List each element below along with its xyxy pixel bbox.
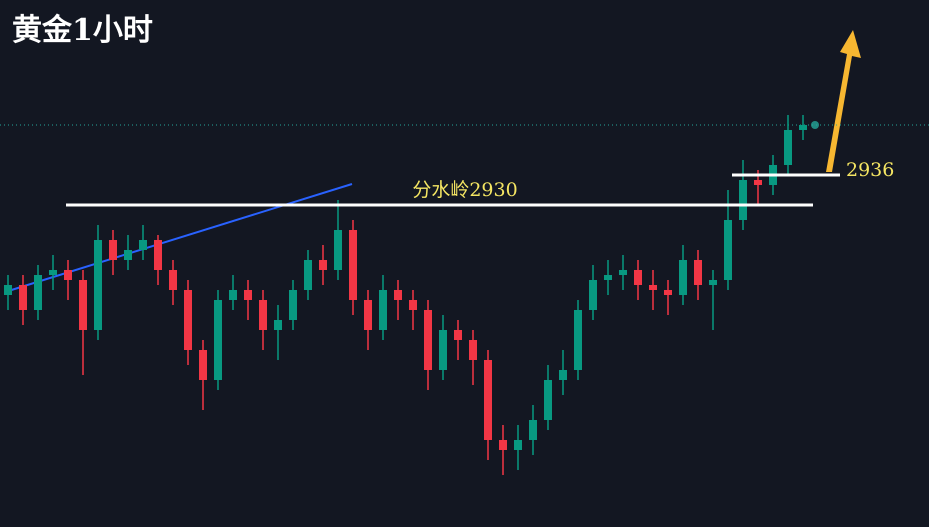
candle-body	[439, 330, 447, 370]
candle-body	[484, 360, 492, 440]
candle-body	[679, 260, 687, 295]
candle-body	[574, 310, 582, 370]
candle-body	[109, 240, 117, 260]
candle-body	[334, 230, 342, 270]
candle-body	[154, 240, 162, 270]
candle-body	[304, 260, 312, 290]
candle-body	[664, 290, 672, 295]
candle-body	[274, 320, 282, 330]
candle-body	[499, 440, 507, 450]
candle-body	[694, 260, 702, 285]
candle-body	[19, 285, 27, 310]
candle-body	[184, 290, 192, 350]
candle-body	[634, 270, 642, 285]
candle-body	[139, 240, 147, 250]
candle-body	[544, 380, 552, 420]
candle-body	[724, 220, 732, 280]
candle-body	[469, 340, 477, 360]
candle-body	[214, 300, 222, 380]
candle-body	[619, 270, 627, 275]
candle-body	[559, 370, 567, 380]
candle-body	[49, 270, 57, 275]
candle-body	[754, 180, 762, 185]
last-price-dot	[811, 121, 819, 129]
candle-body	[4, 285, 12, 295]
candle-body	[319, 260, 327, 270]
candle-body	[379, 290, 387, 330]
chart-title: 黄金1小时	[12, 13, 153, 48]
candle-body	[34, 275, 42, 310]
level-label: 2936	[846, 159, 894, 181]
candle-body	[709, 280, 717, 285]
candle-body	[589, 280, 597, 310]
candle-body	[514, 440, 522, 450]
candle-body	[94, 240, 102, 330]
candle-body	[79, 280, 87, 330]
candle-body	[604, 275, 612, 280]
candle-body	[289, 290, 297, 320]
candle-body	[349, 230, 357, 300]
candle-body	[454, 330, 462, 340]
candle-body	[409, 300, 417, 310]
candle-body	[229, 290, 237, 300]
level-label: 分水岭2930	[412, 179, 517, 201]
candle-body	[199, 350, 207, 380]
candle-body	[64, 270, 72, 280]
candle-body	[739, 180, 747, 220]
candle-body	[649, 285, 657, 290]
candle-body	[244, 290, 252, 300]
candle-body	[799, 125, 807, 130]
candle-body	[424, 310, 432, 370]
candle-body	[529, 420, 537, 440]
candle-body	[259, 300, 267, 330]
candle-body	[169, 270, 177, 290]
candle-body	[364, 300, 372, 330]
trend-line	[4, 183, 353, 293]
arrow	[826, 30, 861, 172]
candle-body	[394, 290, 402, 300]
candle-body	[124, 250, 132, 260]
candle-body	[784, 130, 792, 165]
